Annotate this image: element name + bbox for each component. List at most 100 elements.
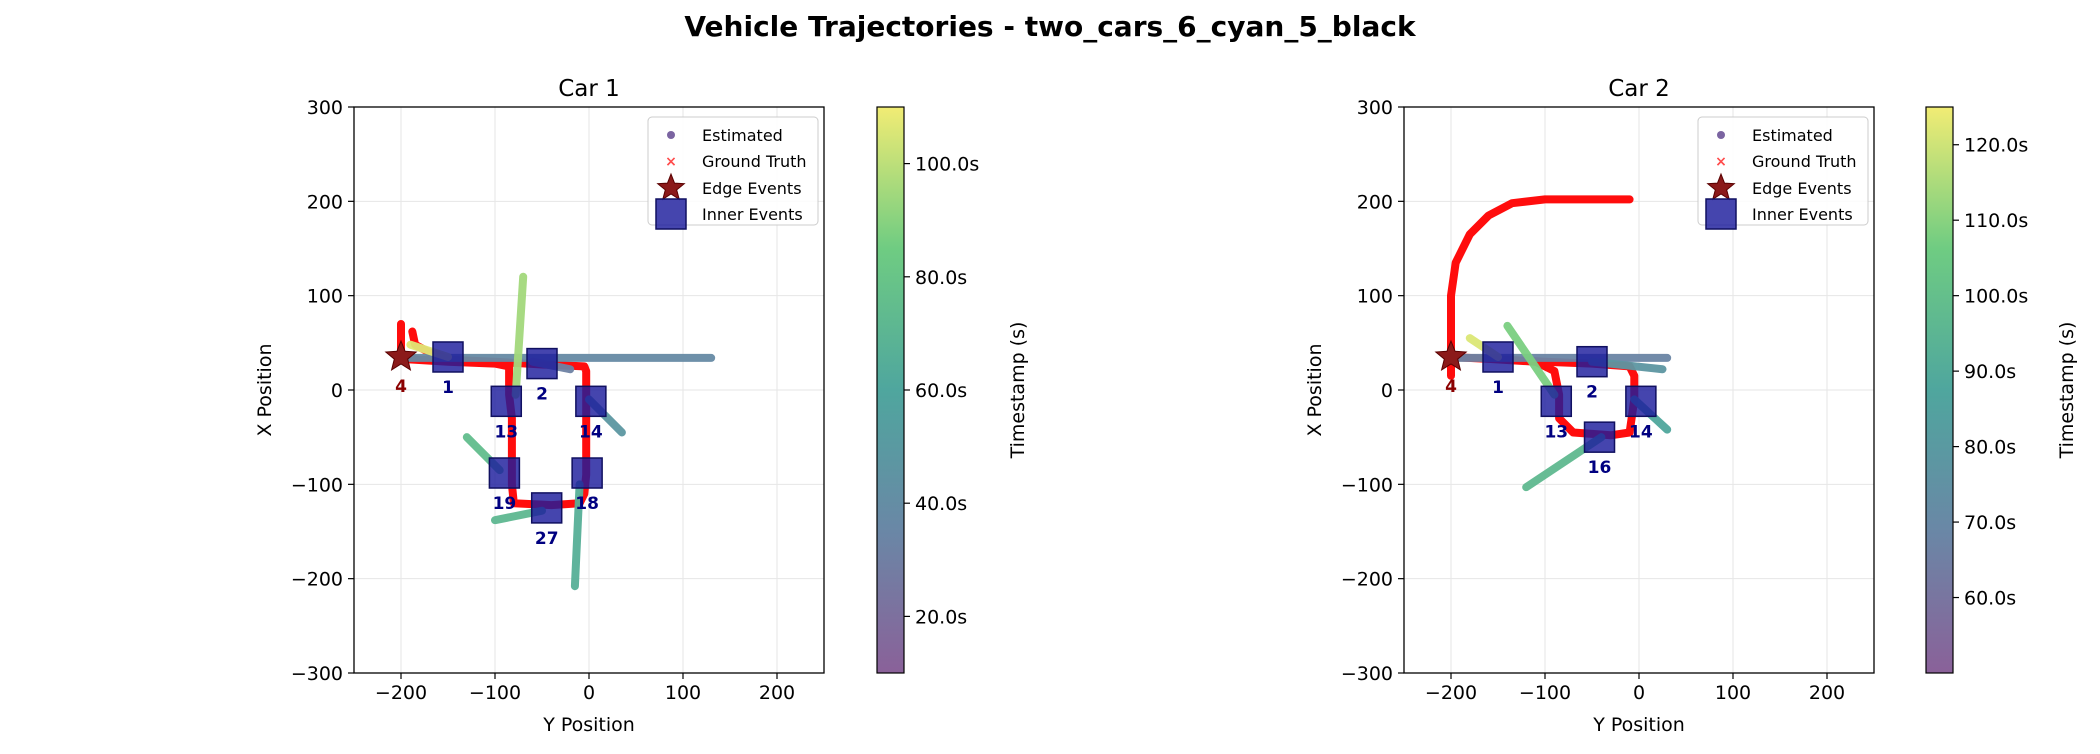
subplot-title: Car 1 [558, 76, 620, 102]
x-tick-label: −200 [1425, 682, 1477, 704]
inner-event-marker [571, 457, 603, 489]
legend-entry-label: Ground Truth [702, 152, 807, 171]
y-axis-label: X Position [1304, 343, 1326, 436]
y-tick-label: −300 [1341, 663, 1393, 685]
colorbar-gradient [877, 107, 904, 673]
edge-event-label: 4 [395, 377, 407, 397]
colorbar-tick-label: 80.0s [915, 267, 967, 289]
legend-box [1697, 116, 1869, 226]
y-tick-label: −200 [291, 569, 343, 591]
inner-event-label: 14 [1629, 422, 1653, 442]
inner-event-label: 13 [494, 422, 518, 442]
legend-ground-truth-marker: × [665, 154, 677, 170]
legend-entry-label: Edge Events [1752, 179, 1852, 198]
y-axis-label: X Position [254, 343, 276, 436]
inner-event-label: 2 [536, 385, 548, 405]
y-tick-label: 100 [1357, 286, 1393, 308]
legend-inner-marker [1705, 198, 1737, 230]
colorbar-tick-label: 60.0s [915, 380, 967, 402]
inner-event-label: 13 [1544, 422, 1568, 442]
colorbar-frame [1925, 106, 1954, 674]
x-tick-label: 0 [583, 682, 595, 704]
legend-box [647, 116, 819, 226]
x-axis-label: Y Position [1592, 714, 1685, 736]
colorbar-tick-label: 40.0s [915, 493, 967, 515]
inner-event-label: 2 [1586, 383, 1598, 403]
ground-truth-path [1447, 195, 1634, 380]
plot-area [384, 272, 716, 591]
colorbar-tick-label: 90.0s [1964, 361, 2016, 383]
inner-event-marker [1482, 341, 1514, 373]
y-tick-label: 200 [1357, 191, 1393, 213]
inner-event-marker [530, 492, 563, 524]
inner-event-marker [488, 457, 521, 489]
inner-event-label: 14 [579, 422, 603, 442]
colorbar-tick-label: 120.0s [1964, 135, 2028, 157]
edge-event-marker [384, 339, 418, 371]
colorbar-gradient [1926, 107, 1953, 673]
inner-event-label: 27 [535, 529, 559, 549]
y-tick-label: 0 [331, 380, 343, 402]
colorbar-tick-label: 70.0s [1964, 512, 2016, 534]
y-tick-label: −100 [291, 474, 343, 496]
inner-event-marker [1583, 421, 1616, 453]
colorbar-tick-label: 100.0s [1964, 286, 2028, 308]
x-tick-label: −100 [1519, 682, 1571, 704]
y-tick-label: −200 [1341, 569, 1393, 591]
subplot-title: Car 2 [1608, 76, 1670, 102]
ground-truth-path [1447, 353, 1639, 440]
inner-event-label: 18 [575, 494, 599, 514]
y-tick-label: −100 [1341, 474, 1393, 496]
legend-ground-truth-marker: × [1715, 154, 1727, 170]
y-tick-label: 0 [1381, 380, 1393, 402]
x-tick-label: −200 [375, 682, 427, 704]
legend: × Estimated Ground Truth Edge Events Inner E… [647, 116, 819, 230]
inner-event-marker [575, 385, 607, 418]
legend-inner-marker [655, 198, 687, 230]
x-tick-label: 200 [759, 682, 795, 704]
plot-area [1434, 195, 1672, 492]
figure-title: Vehicle Trajectories - two_cars_6_cyan_5… [684, 10, 1417, 43]
inner-event-marker [432, 341, 464, 373]
x-tick-label: −100 [469, 682, 521, 704]
legend-edge-marker [656, 172, 686, 201]
y-tick-label: 300 [1357, 97, 1393, 119]
legend: × Estimated Ground Truth Edge Events Inner E… [1697, 116, 1869, 230]
inner-event-label: 16 [1588, 458, 1612, 478]
x-tick-label: 200 [1809, 682, 1845, 704]
legend-estimated-marker [667, 131, 675, 139]
inner-event-label: 1 [1492, 378, 1504, 398]
estimated-segment [570, 480, 584, 591]
inner-event-marker [1540, 385, 1573, 418]
x-tick-label: 0 [1633, 682, 1645, 704]
inner-event-label: 19 [493, 494, 517, 514]
legend-entry-label: Ground Truth [1752, 152, 1857, 171]
x-axis-label: Y Position [542, 714, 635, 736]
y-tick-label: 300 [307, 97, 343, 119]
inner-event-marker [490, 385, 523, 418]
inner-event-label: 1 [442, 378, 454, 398]
legend-entry-label: Inner Events [1752, 205, 1853, 224]
legend-edge-marker [1706, 172, 1736, 201]
estimated-segment [511, 272, 528, 399]
estimated-segment [1503, 321, 1559, 399]
y-tick-label: −300 [291, 663, 343, 685]
x-tick-label: 100 [665, 682, 701, 704]
inner-event-marker [526, 347, 558, 380]
colorbar-tick-label: 60.0s [1964, 588, 2016, 610]
legend-entry-label: Inner Events [702, 205, 803, 224]
edge-event-label: 4 [1445, 377, 1457, 397]
inner-event-marker [1625, 385, 1657, 418]
colorbar-tick-label: 20.0s [915, 606, 967, 628]
legend-entry-label: Edge Events [702, 179, 802, 198]
y-tick-label: 100 [307, 286, 343, 308]
legend-estimated-marker [1717, 131, 1725, 139]
legend-entry-label: Estimated [702, 126, 783, 145]
colorbar-label: Timestamp (s) [1007, 322, 1029, 460]
x-tick-label: 100 [1715, 682, 1751, 704]
colorbar-tick-label: 80.0s [1964, 437, 2016, 459]
legend-entry-label: Estimated [1752, 126, 1833, 145]
